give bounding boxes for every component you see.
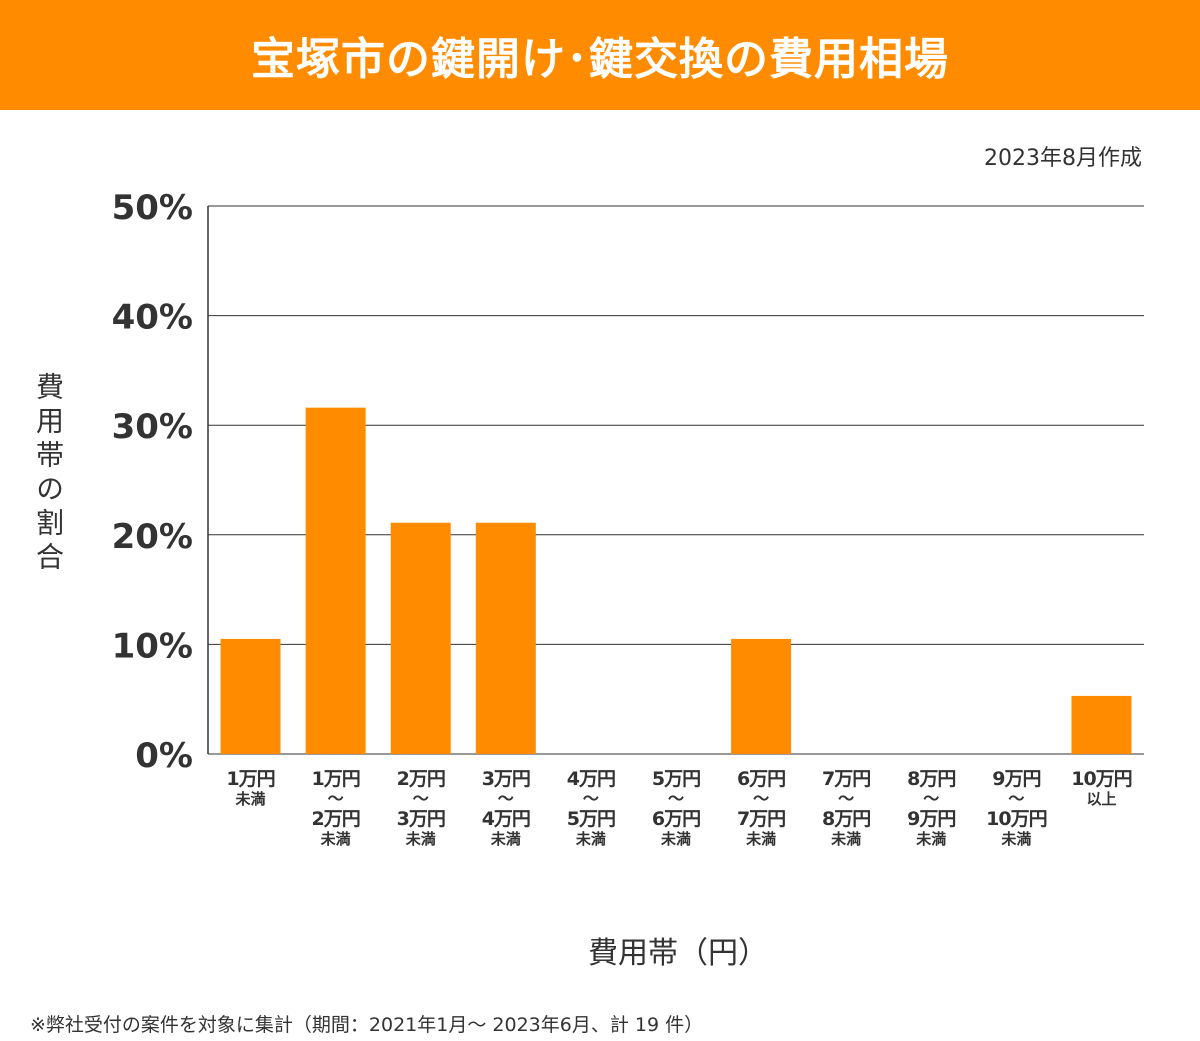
x-tick-suffix: 未満: [320, 829, 351, 848]
x-tick-from: 3万円: [481, 768, 531, 790]
x-tick-from: 2万円: [396, 768, 446, 790]
x-tick-label: 3万円〜 4万円 未満: [463, 768, 549, 849]
x-tick-from: 7万円: [822, 768, 871, 790]
range-mark: 〜: [667, 788, 684, 808]
range-mark: 〜: [923, 788, 940, 808]
x-tick-suffix: 未満: [405, 829, 436, 848]
y-tick-label: 40%: [112, 298, 193, 338]
x-tick-from: 1万円: [226, 768, 275, 790]
x-tick-suffix: 未満: [235, 789, 266, 808]
x-tick-from: 6万円: [736, 768, 786, 790]
x-tick-label: 8万円〜 9万円 未満: [888, 768, 974, 849]
y-tick-label: 10%: [112, 626, 193, 666]
y-tick-label: 20%: [112, 517, 193, 557]
x-tick-to: 7万円: [736, 807, 786, 830]
range-mark: 〜: [838, 788, 855, 808]
x-tick-suffix: 未満: [831, 829, 862, 848]
x-tick-to: 3万円: [396, 807, 446, 830]
x-tick-label: 6万円〜 7万円 未満: [718, 768, 804, 849]
x-tick-from: 1万円: [311, 768, 361, 790]
bar: [220, 638, 281, 754]
y-tick-label: 0%: [135, 736, 193, 776]
x-tick-suffix: 未満: [575, 829, 606, 848]
x-tick-from: 9万円: [992, 768, 1041, 790]
x-tick-to: 6万円: [651, 807, 701, 830]
x-tick-label: 1万円〜 2万円 未満: [293, 768, 379, 849]
x-tick-to: 4万円: [481, 807, 531, 830]
y-axis-title: 費用帯の割合: [32, 372, 65, 576]
bar: [1071, 695, 1132, 754]
range-mark: 〜: [497, 788, 514, 808]
x-tick-to: 2万円: [311, 807, 361, 830]
x-tick-label: 7万円〜 8万円 未満: [803, 768, 889, 849]
x-tick-suffix: 未満: [490, 829, 521, 848]
bar: [390, 522, 451, 754]
created-date: 2023年8月作成: [984, 146, 1142, 171]
x-tick-label: 9万円〜 10万円 未満: [973, 768, 1059, 849]
range-mark: 〜: [1008, 788, 1025, 808]
x-tick-label: 2万円〜 3万円 未満: [378, 768, 464, 849]
x-tick-to: 9万円: [907, 807, 956, 830]
x-tick-to: 5万円: [566, 807, 616, 830]
bar: [731, 638, 792, 754]
chart-title: 宝塚市の鍵開け･鍵交換の費用相場: [0, 0, 1200, 110]
x-tick-label: 1万円 未満: [208, 768, 294, 810]
x-axis-title: 費用帯（円）: [588, 936, 768, 971]
x-tick-to: 10万円: [986, 807, 1047, 830]
x-tick-suffix: 未満: [746, 829, 777, 848]
range-mark: 〜: [412, 788, 429, 808]
x-tick-label: 4万円〜 5万円 未満: [548, 768, 634, 849]
range-mark: 〜: [582, 788, 599, 808]
range-mark: 〜: [327, 788, 344, 808]
x-tick-from: 5万円: [651, 768, 701, 790]
footnote: ※弊社受付の案件を対象に集計（期間：2021年1月～ 2023年6月、計 19 …: [30, 1014, 704, 1036]
bar: [305, 407, 366, 754]
y-tick-label: 30%: [112, 407, 193, 447]
y-tick-label: 50%: [112, 188, 193, 228]
x-tick-from: 8万円: [907, 768, 956, 790]
x-tick-suffix: 未満: [1001, 829, 1032, 848]
range-mark: 〜: [753, 788, 770, 808]
x-tick-suffix: 以上: [1086, 789, 1117, 808]
x-tick-from: 10万円: [1071, 768, 1132, 790]
x-tick-label: 5万円〜 6万円 未満: [633, 768, 719, 849]
bar: [475, 522, 536, 754]
x-tick-from: 4万円: [566, 768, 616, 790]
x-tick-suffix: 未満: [660, 829, 691, 848]
x-tick-suffix: 未満: [916, 829, 947, 848]
x-tick-to: 8万円: [822, 807, 871, 830]
x-tick-label: 10万円 以上: [1058, 768, 1144, 810]
